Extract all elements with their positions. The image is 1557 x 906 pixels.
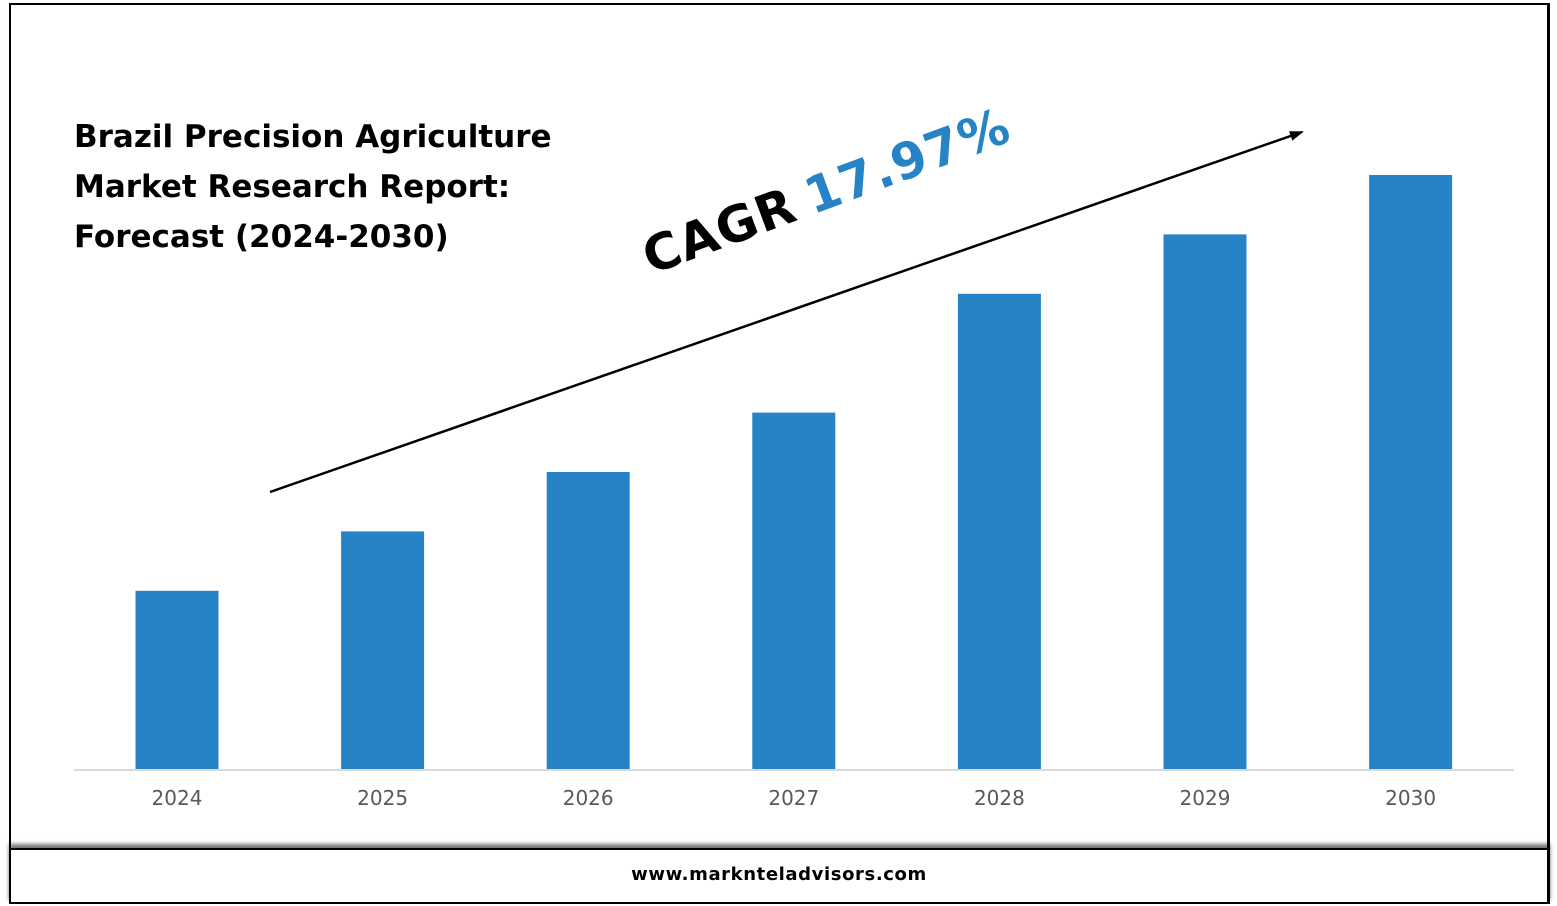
bar-2025: [341, 531, 425, 769]
x-tick-label-2026: 2026: [563, 786, 614, 810]
x-tick-label-2024: 2024: [152, 786, 203, 810]
bar-2030: [1369, 175, 1453, 769]
title-line-1: Brazil Precision Agriculture: [74, 119, 552, 155]
bar-2024: [135, 590, 219, 769]
x-tick-label-2025: 2025: [357, 786, 408, 810]
bars-group: [135, 175, 1453, 769]
bar-2026: [546, 472, 630, 769]
footer-bar: www.marknteladvisors.com: [9, 848, 1550, 904]
trend-arrow: [269, 130, 1304, 494]
title-line-3: Forecast (2024-2030): [74, 219, 449, 255]
x-tick-label-2028: 2028: [974, 786, 1025, 810]
x-tick-labels: 2024 2025 2026 2027 2028 2029 2030: [152, 786, 1437, 810]
footer-url[interactable]: www.marknteladvisors.com: [631, 864, 927, 885]
x-tick-label-2027: 2027: [768, 786, 819, 810]
bar-2029: [1163, 234, 1247, 769]
title-line-2: Market Research Report:: [74, 169, 511, 205]
x-tick-label-2029: 2029: [1180, 786, 1231, 810]
bar-2027: [752, 412, 836, 769]
x-tick-label-2030: 2030: [1385, 786, 1436, 810]
chart-title: Brazil Precision Agriculture Market Rese…: [74, 112, 594, 262]
bar-2028: [957, 293, 1041, 769]
